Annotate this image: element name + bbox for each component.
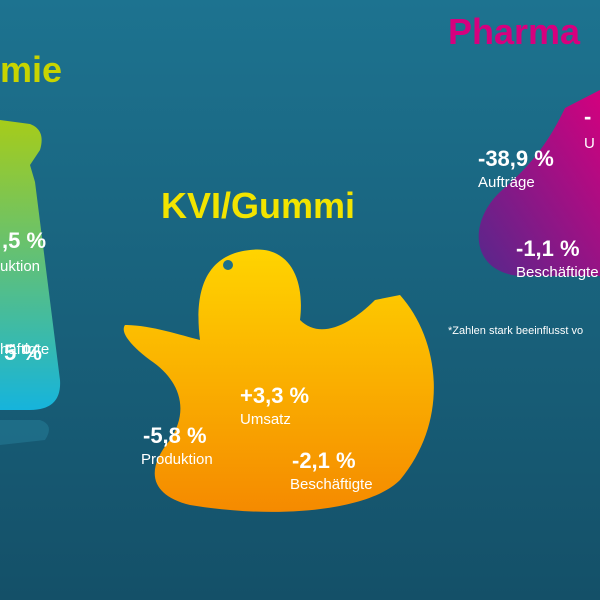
flask-shape <box>0 120 61 410</box>
stat-label: Produktion <box>141 451 213 468</box>
stat-value: - <box>584 104 591 129</box>
stat-label: Aufträge <box>478 174 535 191</box>
stat-label: Beschäftigte <box>516 264 599 281</box>
section-title: mie <box>0 49 62 90</box>
footnote: *Zahlen stark beeinflusst vo <box>448 325 583 337</box>
duck-eye <box>223 260 233 270</box>
duck-shape <box>123 249 434 512</box>
stat-label: Umsatz <box>240 411 291 428</box>
section-title: KVI/Gummi <box>161 185 355 226</box>
stat-label: Beschäftigte <box>290 476 373 493</box>
stat-value: 5 % <box>4 340 42 365</box>
stat-value: -2,1 % <box>292 448 356 473</box>
stat-label: häftigte <box>0 341 49 358</box>
stat-label: U <box>584 135 595 152</box>
stat-label: uktion <box>0 258 40 275</box>
stat-value: -5,8 % <box>143 423 207 448</box>
stat-value: -38,9 % <box>478 146 554 171</box>
stat-value: -1,1 % <box>516 236 580 261</box>
stat-value: +3,3 % <box>240 383 309 408</box>
flask-reflection <box>0 420 49 445</box>
stat-value: ,5 % <box>2 228 46 253</box>
section-title: Pharma <box>448 11 581 52</box>
pharma-shape <box>478 90 600 276</box>
